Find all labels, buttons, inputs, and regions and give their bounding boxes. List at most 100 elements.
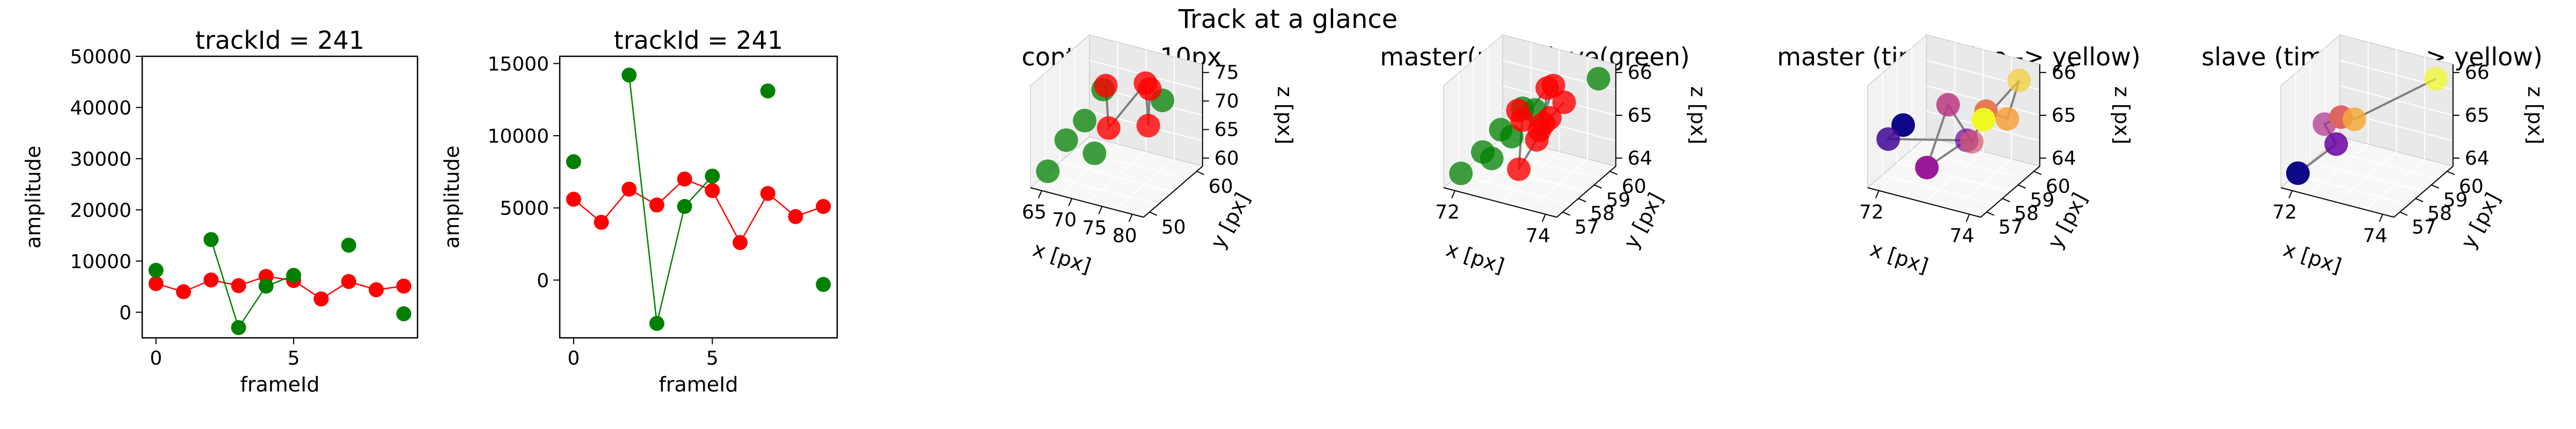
data-point (705, 168, 720, 184)
track-point (1891, 113, 1915, 137)
data-point (677, 171, 692, 187)
grid-line (1059, 161, 1174, 193)
z-tick-label: 64 (2052, 147, 2076, 169)
amplitude-plot-1: trackId = 241 0 5 0 10000 20000 30000 40000 5000… (21, 26, 419, 396)
z-axis-label: z [px] (2523, 86, 2547, 144)
y-axis-line (2394, 166, 2454, 218)
y-tick-label: 60 (2046, 176, 2070, 198)
x-tick-mark (1098, 206, 1103, 214)
data-point (621, 68, 637, 83)
y-tick-mark (2002, 198, 2010, 203)
master-point (1096, 116, 1121, 140)
slave-point (1082, 141, 1107, 165)
figure-suptitle: Track at a glance (1178, 4, 1398, 34)
x-axis-line (1443, 187, 1557, 218)
data-point (649, 316, 664, 331)
track-point (1876, 127, 1900, 151)
series-0 (148, 269, 412, 307)
series-line (210, 239, 294, 329)
y-tick-label: 59 (2030, 189, 2054, 211)
track-point (2286, 161, 2310, 185)
data-point (286, 268, 302, 283)
y-tick-label: 57 (1575, 217, 1599, 239)
y-tick-label: 57 (1999, 217, 2023, 239)
x-tick-label: 0 (150, 347, 162, 369)
x-axis-label: x [px] (1867, 237, 1931, 278)
track-point (2324, 132, 2348, 156)
y-axis-line (1980, 166, 2040, 218)
y-tick-label: 10000 (70, 251, 131, 273)
x-tick-mark (1128, 214, 1133, 222)
master-point (1507, 157, 1531, 181)
data-points (1876, 69, 2031, 180)
y-tick-mark (2399, 211, 2408, 216)
plot-title: trackId = 241 (195, 26, 364, 55)
z-tick-label: 66 (1628, 62, 1652, 84)
data-point (566, 154, 581, 169)
data-point (231, 278, 246, 293)
series-line (628, 75, 713, 324)
y-tick-label: 58 (1590, 203, 1615, 225)
data-point (148, 263, 164, 278)
plot-frame (559, 55, 838, 339)
x-tick-mark (1038, 190, 1042, 198)
x-tick-label: 5 (288, 347, 300, 369)
slave-time-3d-plot: slave (time: blue -> yellow)727457585960… (2201, 34, 2547, 278)
track-point (1995, 107, 2019, 131)
x-axis-line (2280, 187, 2395, 218)
x-tick-label: 74 (2363, 225, 2388, 247)
z-axis-label: z [px] (1686, 86, 1710, 144)
data-points (2286, 67, 2448, 185)
z-tick-label: 70 (1214, 90, 1239, 112)
track-path (1885, 79, 2021, 171)
data-point (677, 199, 692, 214)
z-tick-label: 64 (2465, 147, 2490, 169)
data-point (313, 291, 329, 307)
series-line (156, 276, 404, 300)
y-tick-mark (2431, 184, 2439, 189)
y-axis-label: amplitude (440, 145, 464, 248)
z-tick-label: 65 (2052, 105, 2076, 127)
x-tick-mark (1965, 214, 1970, 222)
master-time-3d-plot: master (time: blue -> yellow)72745758596… (1777, 34, 2141, 278)
y-tick-mark (1562, 211, 1571, 216)
y-tick-label: 59 (1606, 189, 1630, 211)
y-tick-label: 5000 (500, 198, 549, 220)
y-tick-label: 0 (537, 270, 549, 292)
grid-line (1115, 158, 1175, 211)
plot-title: trackId = 241 (614, 26, 783, 55)
series-0 (566, 171, 831, 250)
track-point (2342, 107, 2366, 131)
x-tick-label: 74 (1950, 225, 1974, 247)
slave-point (1036, 159, 1060, 183)
x-tick-mark (1068, 198, 1073, 206)
y-tick-mark (1609, 171, 1618, 175)
data-point (341, 238, 356, 253)
track-point (1972, 108, 1996, 132)
x-tick-mark (2379, 214, 2383, 222)
z-tick-label: 66 (2052, 62, 2076, 84)
track-point (2424, 67, 2448, 91)
y-tick-label: 30000 (70, 149, 131, 171)
series-line (573, 178, 824, 244)
y-tick-label: 15000 (487, 53, 549, 75)
x-axis-label: x [px] (1030, 237, 1094, 278)
data-point (231, 320, 246, 335)
x-tick-label: 72 (1435, 202, 1460, 224)
y-axis-label: amplitude (21, 145, 45, 248)
data-point (369, 282, 384, 298)
y-tick-mark (2415, 198, 2424, 203)
slave-point (1073, 108, 1097, 132)
x-tick-label: 0 (567, 347, 580, 369)
y-tick-label: 57 (2412, 217, 2436, 239)
x-tick-label: 5 (706, 347, 719, 369)
data-points (1036, 71, 1175, 183)
grid-line (1952, 158, 2012, 211)
data-point (341, 274, 356, 289)
y-tick-label: 60 (2459, 176, 2484, 198)
x-tick-mark (1451, 190, 1455, 198)
y-tick-label: 58 (2014, 203, 2039, 225)
